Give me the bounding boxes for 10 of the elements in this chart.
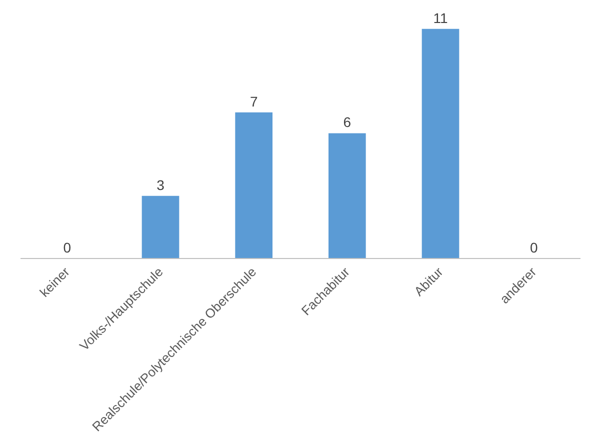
data-label: 6 <box>343 114 352 130</box>
data-label: 3 <box>156 176 165 193</box>
data-label: 11 <box>433 10 448 26</box>
data-label: 7 <box>250 93 258 110</box>
bar <box>328 133 366 258</box>
bar <box>142 196 180 258</box>
data-label: 0 <box>530 240 538 256</box>
bar <box>422 28 460 258</box>
bar <box>235 112 272 258</box>
data-label: 0 <box>63 240 72 256</box>
